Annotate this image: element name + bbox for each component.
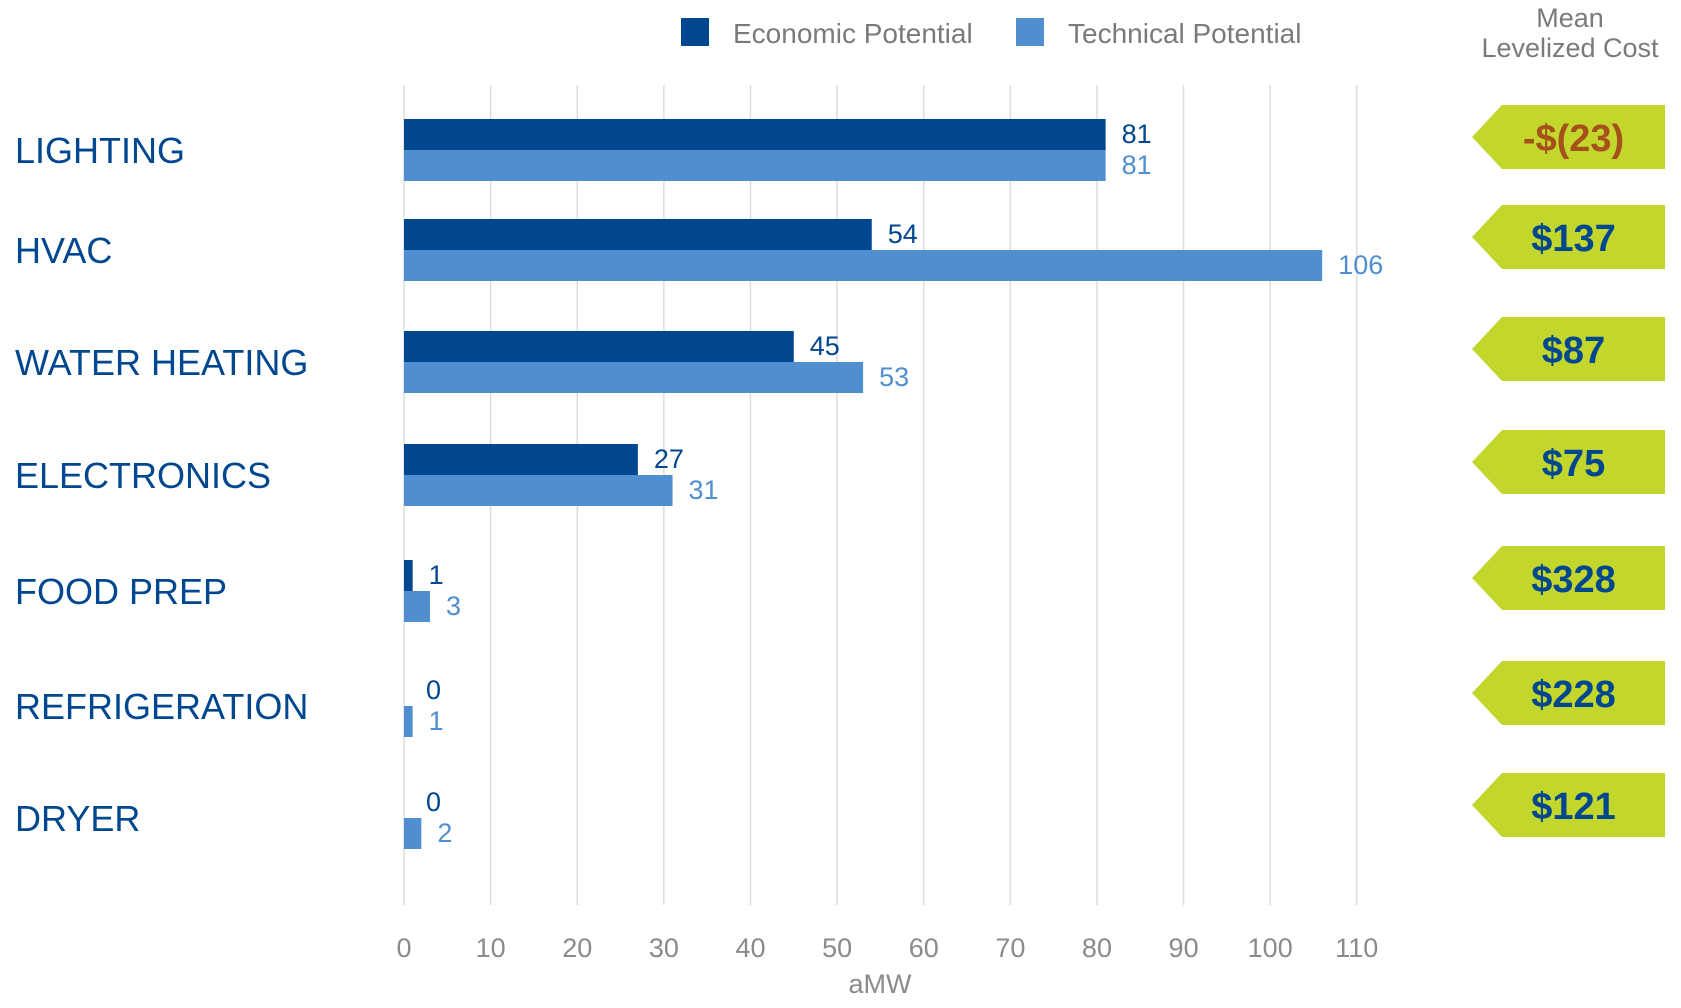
cost-tag: $228 — [1472, 661, 1665, 725]
technical-bar — [404, 362, 864, 393]
cost-tag-shape — [1472, 430, 1665, 494]
economic-value-label: 0 — [426, 675, 441, 705]
technical-bar — [404, 250, 1323, 281]
x-tick-label: 90 — [1169, 933, 1199, 963]
category-labels: LIGHTING HVAC WATER HEATING ELECTRONICS FOOD… — [15, 130, 308, 839]
technical-bar — [404, 150, 1106, 181]
cost-header-line1: Mean — [1536, 3, 1604, 33]
cost-tag: $75 — [1472, 430, 1665, 494]
cost-value: $328 — [1531, 559, 1616, 601]
cost-tag-shape — [1472, 773, 1665, 837]
cost-value: -$(23) — [1523, 118, 1624, 160]
category-label: DRYER — [15, 798, 140, 839]
x-tick-label: 80 — [1082, 933, 1112, 963]
economic-bar — [404, 219, 872, 250]
x-axis-ticks: 0 10 20 30 40 50 60 70 80 90 100 110 — [396, 933, 1378, 963]
cost-value: $137 — [1531, 218, 1616, 260]
cost-tag-shape — [1472, 205, 1665, 269]
category-label: REFRIGERATION — [15, 686, 308, 727]
cost-tag: -$(23) — [1472, 105, 1665, 169]
category-label: ELECTRONICS — [15, 455, 271, 496]
economic-bar — [404, 331, 794, 362]
technical-bar — [404, 818, 422, 849]
technical-value-label: 31 — [689, 475, 719, 505]
technical-value-label: 2 — [437, 818, 452, 848]
x-tick-label: 20 — [562, 933, 592, 963]
legend-label-technical: Technical Potential — [1068, 18, 1301, 49]
cost-value: $87 — [1542, 330, 1605, 372]
technical-value-label: 1 — [429, 706, 444, 736]
technical-bar — [404, 591, 430, 622]
cost-value: $75 — [1542, 443, 1605, 485]
cost-header-line2: Levelized Cost — [1481, 33, 1659, 63]
cost-tag-shape — [1472, 317, 1665, 381]
x-axis-title: aMW — [849, 969, 913, 999]
x-tick-label: 50 — [822, 933, 852, 963]
economic-value-label: 27 — [654, 444, 684, 474]
technical-value-label: 3 — [446, 591, 461, 621]
cost-value: $121 — [1531, 786, 1616, 828]
economic-value-label: 1 — [429, 560, 444, 590]
x-tick-label: 10 — [476, 933, 506, 963]
legend: Economic Potential Technical Potential — [681, 18, 1301, 49]
cost-tag-shape — [1472, 661, 1665, 725]
economic-bar — [404, 444, 638, 475]
x-tick-label: 30 — [649, 933, 679, 963]
technical-bar — [404, 475, 673, 506]
cost-value: $228 — [1531, 674, 1616, 716]
technical-value-label: 53 — [879, 362, 909, 392]
legend-swatch-technical — [1016, 18, 1044, 46]
economic-value-label: 54 — [888, 219, 918, 249]
cost-tag-shape — [1472, 546, 1665, 610]
technical-value-label: 81 — [1122, 150, 1152, 180]
legend-swatch-economic — [681, 18, 709, 46]
cost-tags: -$(23) $137 $87 $75 $328 $228 $121 — [1472, 105, 1665, 837]
x-tick-label: 100 — [1248, 933, 1293, 963]
x-tick-label: 40 — [735, 933, 765, 963]
cost-tag-shape — [1472, 105, 1665, 169]
bars — [404, 119, 1323, 849]
economic-value-label: 45 — [810, 331, 840, 361]
technical-bar — [404, 706, 413, 737]
technical-value-label: 106 — [1338, 250, 1383, 280]
economic-bar — [404, 119, 1106, 150]
x-tick-label: 60 — [909, 933, 939, 963]
cost-tag: $328 — [1472, 546, 1665, 610]
cost-column-header: Mean Levelized Cost — [1481, 3, 1659, 63]
category-label: LIGHTING — [15, 130, 185, 171]
economic-value-label: 0 — [426, 787, 441, 817]
category-label: HVAC — [15, 230, 112, 271]
category-label: WATER HEATING — [15, 342, 308, 383]
x-tick-label: 70 — [995, 933, 1025, 963]
cost-tag: $137 — [1472, 205, 1665, 269]
economic-bar — [404, 560, 413, 591]
category-label: FOOD PREP — [15, 571, 227, 612]
cost-tag: $121 — [1472, 773, 1665, 837]
x-tick-label: 0 — [396, 933, 411, 963]
legend-label-economic: Economic Potential — [733, 18, 973, 49]
economic-value-label: 81 — [1122, 119, 1152, 149]
cost-tag: $87 — [1472, 317, 1665, 381]
x-tick-label: 110 — [1335, 933, 1378, 963]
